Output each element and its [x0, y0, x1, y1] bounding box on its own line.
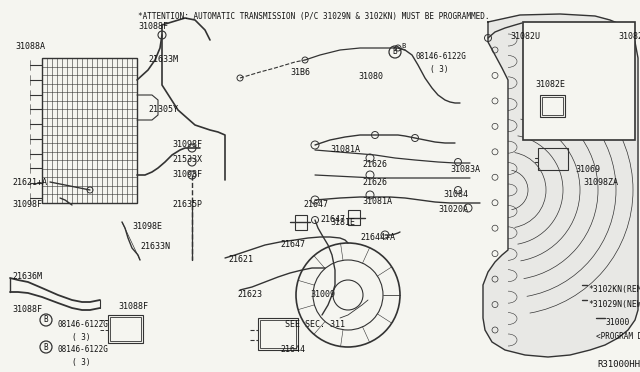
Bar	[538, 148, 568, 170]
Text: 3181E: 3181E	[330, 218, 355, 227]
Bar	[110, 317, 141, 341]
Text: <PROGRAM DATA>: <PROGRAM DATA>	[596, 332, 640, 341]
Bar	[540, 95, 565, 117]
Text: 31000: 31000	[606, 318, 630, 327]
Text: 21633M: 21633M	[148, 55, 178, 64]
Bar	[260, 320, 296, 348]
Text: *3102KN(REMAN): *3102KN(REMAN)	[588, 285, 640, 294]
Text: 31088F: 31088F	[12, 305, 42, 314]
Text: 08146-6122G: 08146-6122G	[58, 320, 109, 329]
Text: 31082U: 31082U	[510, 32, 540, 41]
Text: 31083A: 31083A	[450, 165, 480, 174]
Polygon shape	[483, 14, 638, 357]
Text: B: B	[44, 343, 48, 352]
Text: 21533X: 21533X	[172, 155, 202, 164]
Text: 08146-6122G: 08146-6122G	[58, 345, 109, 354]
Text: B: B	[44, 315, 48, 324]
Text: 21305Y: 21305Y	[148, 105, 178, 114]
Text: 31098F: 31098F	[172, 170, 202, 179]
Text: 31B6: 31B6	[290, 68, 310, 77]
Bar	[258, 318, 298, 350]
Text: 31084: 31084	[443, 190, 468, 199]
Text: 21636M: 21636M	[12, 272, 42, 281]
Text: B: B	[393, 48, 397, 57]
Text: *ATTENTION: AUTOMATIC TRANSMISSION (P/C 31029N & 3102KN) MUST BE PROGRAMMED.: *ATTENTION: AUTOMATIC TRANSMISSION (P/C …	[138, 12, 490, 21]
Text: ( 3): ( 3)	[72, 333, 90, 342]
Text: 31088F: 31088F	[118, 302, 148, 311]
Text: 21635P: 21635P	[172, 200, 202, 209]
Text: ( 3): ( 3)	[430, 65, 449, 74]
Text: 31009: 31009	[310, 290, 335, 299]
Bar	[542, 97, 563, 115]
Bar	[108, 315, 143, 343]
Text: 31098E: 31098E	[132, 222, 162, 231]
Text: R31000HH: R31000HH	[597, 360, 640, 369]
Text: 31081A: 31081A	[362, 197, 392, 206]
Text: 31082E: 31082E	[535, 80, 565, 89]
Text: 21647: 21647	[280, 240, 305, 249]
Text: 31098F: 31098F	[172, 140, 202, 149]
Text: 21626: 21626	[362, 178, 387, 187]
Text: SEE SEC. 311: SEE SEC. 311	[285, 320, 345, 329]
Text: B: B	[401, 43, 405, 49]
Text: ( 3): ( 3)	[72, 358, 90, 367]
Text: 31020A: 31020A	[438, 205, 468, 214]
Text: 31098F: 31098F	[12, 200, 42, 209]
Text: 31069: 31069	[575, 165, 600, 174]
Text: 21623: 21623	[237, 290, 262, 299]
Text: 21647: 21647	[303, 200, 328, 209]
Bar	[295, 215, 307, 230]
Bar	[523, 22, 635, 140]
Text: *31029N(NEW): *31029N(NEW)	[588, 300, 640, 309]
Text: 31098ZA: 31098ZA	[583, 178, 618, 187]
Text: 21647: 21647	[320, 215, 345, 224]
Text: 31088F: 31088F	[138, 22, 168, 31]
Bar	[42, 58, 137, 203]
Text: 21644: 21644	[280, 345, 305, 354]
Bar	[348, 210, 360, 225]
Text: 21621+A: 21621+A	[12, 178, 47, 187]
Text: 21626: 21626	[362, 160, 387, 169]
Text: 31080: 31080	[358, 72, 383, 81]
Text: 31082E: 31082E	[618, 32, 640, 41]
Text: 21644+A: 21644+A	[360, 233, 395, 242]
Text: 31081A: 31081A	[330, 145, 360, 154]
Text: 31088A: 31088A	[15, 42, 45, 51]
Text: 08146-6122G: 08146-6122G	[415, 52, 466, 61]
Text: 21633N: 21633N	[140, 242, 170, 251]
Text: 21621: 21621	[228, 255, 253, 264]
